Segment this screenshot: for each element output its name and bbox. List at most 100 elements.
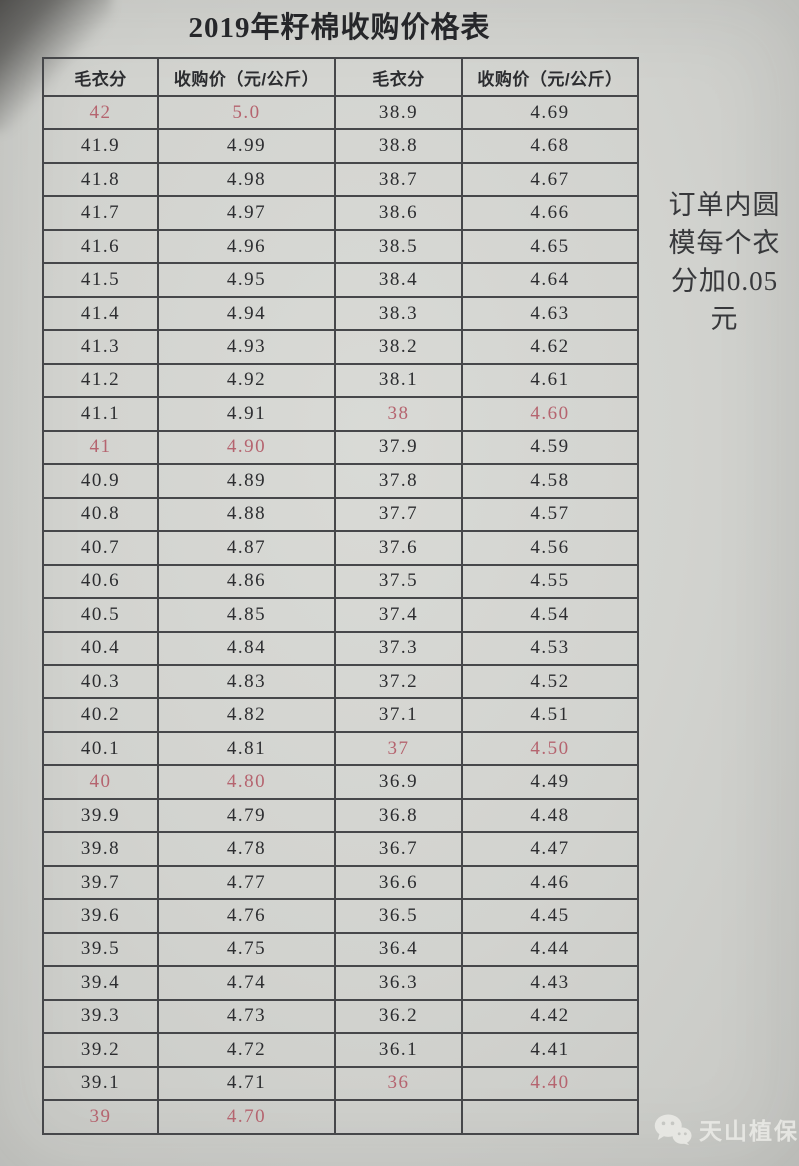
table-cell: 4.85 — [157, 597, 336, 633]
side-note: 订单内圆 模每个衣 分加0.05 元 — [650, 186, 799, 338]
table-cell: 41.1 — [42, 396, 159, 432]
column-header: 毛衣分 — [334, 57, 463, 97]
price-table: 毛衣分 收购价（元/公斤） 毛衣分 收购价（元/公斤） 42 5.0 38.9 4.69 41… — [42, 57, 639, 1135]
table-cell: 36.5 — [334, 898, 463, 934]
table-cell: 4.57 — [461, 496, 639, 533]
table-cell: 4.63 — [461, 295, 639, 332]
table-row: 41.2 4.92 38.1 4.61 — [42, 362, 639, 399]
table-cell: 39.1 — [42, 1065, 159, 1102]
table-cell: 40.5 — [42, 597, 159, 633]
table-cell: 37.8 — [334, 463, 463, 499]
table-row: 40.8 4.88 37.7 4.57 — [42, 496, 639, 533]
table-cell: 40.4 — [42, 630, 159, 666]
table-cell: 4.96 — [157, 228, 336, 265]
table-cell: 4.70 — [157, 1099, 336, 1135]
table-cell: 40.2 — [42, 697, 159, 733]
table-row: 39.6 4.76 36.5 4.45 — [42, 898, 639, 934]
table-cell: 4.59 — [461, 429, 639, 466]
table-cell: 4.90 — [157, 429, 336, 466]
table-cell: 4.68 — [461, 128, 639, 164]
table-cell: 4.67 — [461, 161, 639, 198]
table-header-row: 毛衣分 收购价（元/公斤） 毛衣分 收购价（元/公斤） — [42, 57, 639, 97]
table-cell: 4.51 — [461, 697, 639, 733]
table-cell: 41.6 — [42, 228, 159, 265]
side-note-line: 分加0.05 — [670, 266, 779, 296]
table-row: 40.1 4.81 37 4.50 — [42, 730, 639, 767]
table-row: 39.7 4.77 36.6 4.46 — [42, 864, 639, 901]
table-cell: 4.48 — [461, 797, 639, 834]
table-cell: 38.7 — [334, 161, 463, 198]
table-cell: 4.94 — [157, 295, 336, 332]
table-cell: 4.52 — [461, 663, 639, 700]
table-cell: 4.71 — [157, 1065, 336, 1102]
table-row: 41.1 4.91 38 4.60 — [42, 396, 639, 432]
table-cell — [334, 1099, 463, 1135]
table-cell: 41.8 — [42, 161, 159, 198]
table-cell: 4.64 — [461, 262, 639, 298]
table-cell: 4.40 — [461, 1065, 639, 1102]
table-row: 39.1 4.71 36 4.40 — [42, 1065, 639, 1102]
table-cell: 4.87 — [157, 530, 336, 566]
table-cell: 4.58 — [461, 463, 639, 499]
table-cell: 36.2 — [334, 998, 463, 1035]
table-row: 39.3 4.73 36.2 4.42 — [42, 998, 639, 1035]
table-cell: 4.56 — [461, 530, 639, 566]
table-cell: 38.8 — [334, 128, 463, 164]
table-cell: 41.3 — [42, 329, 159, 365]
wechat-icon — [654, 1113, 692, 1146]
table-cell: 4.75 — [157, 931, 336, 968]
table-cell: 37.3 — [334, 630, 463, 666]
table-row: 40.9 4.89 37.8 4.58 — [42, 463, 639, 499]
table-cell: 4.43 — [461, 965, 639, 1001]
table-cell: 41.2 — [42, 362, 159, 399]
table-row: 41.6 4.96 38.5 4.65 — [42, 228, 639, 265]
table-row: 41.8 4.98 38.7 4.67 — [42, 161, 639, 198]
table-cell: 37.7 — [334, 496, 463, 533]
table-cell: 4.77 — [157, 864, 336, 901]
table-cell: 4.45 — [461, 898, 639, 934]
table-cell: 41.4 — [42, 295, 159, 332]
table-cell: 4.41 — [461, 1032, 639, 1068]
table-row: 39.2 4.72 36.1 4.41 — [42, 1032, 639, 1068]
table-cell: 4.93 — [157, 329, 336, 365]
table-row: 41.7 4.97 38.6 4.66 — [42, 195, 639, 231]
table-cell: 4.86 — [157, 563, 336, 600]
table-row: 39 4.70 — [42, 1099, 639, 1135]
table-cell: 40.3 — [42, 663, 159, 700]
table-cell: 36.9 — [334, 764, 463, 800]
table-row: 42 5.0 38.9 4.69 — [42, 94, 639, 131]
table-cell: 4.82 — [157, 697, 336, 733]
table-cell: 37.5 — [334, 563, 463, 600]
table-cell: 4.62 — [461, 329, 639, 365]
column-header: 毛衣分 — [42, 57, 159, 97]
table-cell: 4.50 — [461, 730, 639, 767]
table-cell: 4.49 — [461, 764, 639, 800]
table-row: 41.9 4.99 38.8 4.68 — [42, 128, 639, 164]
table-cell: 38.6 — [334, 195, 463, 231]
table-cell: 37.2 — [334, 663, 463, 700]
table-cell: 5.0 — [157, 94, 336, 131]
table-cell: 4.76 — [157, 898, 336, 934]
table-cell: 4.72 — [157, 1032, 336, 1068]
table-cell: 40.6 — [42, 563, 159, 600]
table-cell: 4.84 — [157, 630, 336, 666]
table-cell: 4.80 — [157, 764, 336, 800]
table-row: 40.2 4.82 37.1 4.51 — [42, 697, 639, 733]
table-cell: 38.3 — [334, 295, 463, 332]
watermark-label: 天山植保 — [699, 1118, 799, 1144]
table-row: 39.5 4.75 36.4 4.44 — [42, 931, 639, 968]
table-cell: 4.98 — [157, 161, 336, 198]
table-row: 39.4 4.74 36.3 4.43 — [42, 965, 639, 1001]
table-cell: 4.78 — [157, 831, 336, 867]
table-cell: 40.7 — [42, 530, 159, 566]
table-cell: 4.74 — [157, 965, 336, 1001]
table-row: 39.8 4.78 36.7 4.47 — [42, 831, 639, 867]
table-cell: 36.1 — [334, 1032, 463, 1068]
table-cell: 4.65 — [461, 228, 639, 265]
table-cell: 37.4 — [334, 597, 463, 633]
table-cell: 40 — [42, 764, 159, 800]
table-cell: 38.1 — [334, 362, 463, 399]
column-header: 收购价（元/公斤） — [461, 57, 639, 97]
table-cell: 4.83 — [157, 663, 336, 700]
